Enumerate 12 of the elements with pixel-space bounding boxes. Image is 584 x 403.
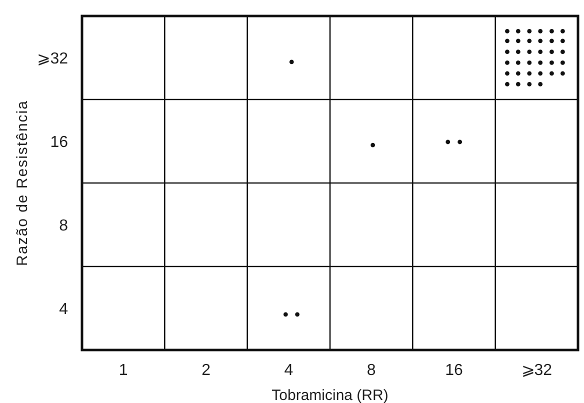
y-tick-label: ⩾32	[37, 50, 68, 68]
x-tick-label: 1	[118, 362, 128, 379]
x-tick-label: 2	[202, 362, 211, 379]
x-tick-label: ⩾32	[521, 362, 552, 379]
y-tick-label: 4	[59, 301, 68, 318]
y-tick-label: 8	[59, 218, 68, 235]
x-axis-title: Tobramicina (RR)	[272, 387, 388, 403]
x-tick-label: 4	[284, 362, 294, 379]
y-axis-title: Razão de Resistência	[14, 100, 31, 266]
y-tick-label: 16	[50, 134, 68, 152]
x-tick-label: 8	[366, 362, 376, 379]
x-tick-label: 16	[445, 362, 464, 379]
